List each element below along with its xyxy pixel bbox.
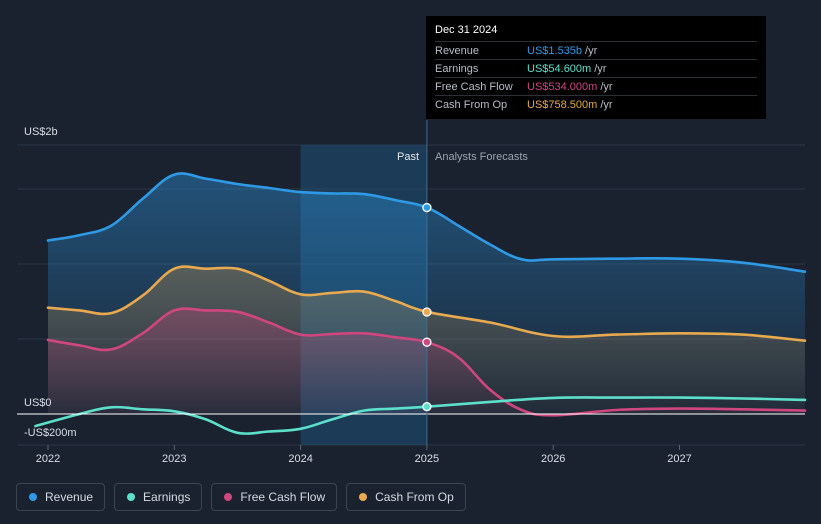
legend-label: Free Cash Flow — [240, 490, 326, 504]
revenue-marker — [422, 202, 432, 213]
free-cash-flow-line — [46, 307, 807, 417]
x-axis-ticks: 2022 2023 2024 2025 2026 2027 — [36, 445, 692, 465]
earnings-line — [34, 396, 807, 435]
chart-legend: Revenue Earnings Free Cash Flow Cash Fro… — [16, 483, 466, 511]
cash-from-op-dot-icon — [359, 493, 368, 501]
tooltip-row-cash-from-op: Cash From Op US$758.500m /yr — [435, 95, 757, 113]
forecast-label: Analysts Forecasts — [435, 151, 528, 163]
tooltip-label: Cash From Op — [435, 98, 508, 111]
tooltip-unit: /yr — [594, 62, 607, 75]
tooltip-row-revenue: Revenue US$1.535b /yr — [435, 41, 757, 59]
x-tick-label: 2025 — [415, 453, 439, 465]
free-cash-flow-marker — [422, 337, 432, 347]
earnings-dot-icon — [127, 493, 136, 501]
legend-label: Cash From Op — [375, 490, 454, 504]
tooltip-unit: /yr — [585, 44, 598, 57]
y-axis-label-zero: US$0 — [24, 397, 52, 409]
x-tick-label: 2027 — [667, 453, 691, 465]
tooltip-label: Earnings — [435, 62, 479, 75]
x-tick-label: 2022 — [36, 453, 60, 465]
legend-label: Revenue — [45, 490, 94, 504]
y-axis-label-negative: -US$200m — [24, 427, 77, 439]
x-tick-label: 2026 — [541, 453, 565, 465]
legend-item-cash-from-op[interactable]: Cash From Op — [346, 483, 466, 511]
cash-from-op-marker — [422, 307, 432, 317]
cash-from-op-line — [46, 265, 807, 342]
legend-item-free-cash-flow[interactable]: Free Cash Flow — [211, 483, 338, 511]
tooltip-date: Dec 31 2024 — [435, 24, 498, 36]
x-tick-label: 2024 — [288, 453, 312, 465]
tooltip-label: Free Cash Flow — [435, 80, 513, 93]
series-markers — [422, 202, 432, 412]
past-label: Past — [397, 151, 419, 163]
y-axis-label-top: US$2b — [24, 126, 58, 138]
revenue-dot-icon — [29, 493, 37, 501]
revenue-line — [46, 172, 807, 273]
legend-item-revenue[interactable]: Revenue — [16, 483, 106, 511]
legend-label: Earnings — [143, 490, 191, 504]
data-tooltip: Dec 31 2024 Revenue US$1.535b /yr Earnin… — [426, 16, 766, 119]
tooltip-unit: /yr — [600, 80, 613, 93]
tooltip-unit: /yr — [600, 98, 613, 111]
tooltip-row-free-cash-flow: Free Cash Flow US$534.000m /yr — [435, 77, 757, 95]
tooltip-value: US$758.500m — [527, 98, 598, 111]
tooltip-value: US$534.000m — [527, 80, 598, 93]
free-cash-flow-dot-icon — [224, 493, 233, 501]
tooltip-label: Revenue — [435, 44, 480, 57]
earnings-marker — [422, 402, 432, 412]
x-tick-label: 2023 — [162, 453, 186, 465]
legend-item-earnings[interactable]: Earnings — [114, 483, 203, 511]
tooltip-row-earnings: Earnings US$54.600m /yr — [435, 59, 757, 77]
tooltip-value: US$54.600m — [527, 62, 592, 75]
tooltip-value: US$1.535b — [527, 44, 583, 57]
series-lines — [34, 172, 807, 435]
